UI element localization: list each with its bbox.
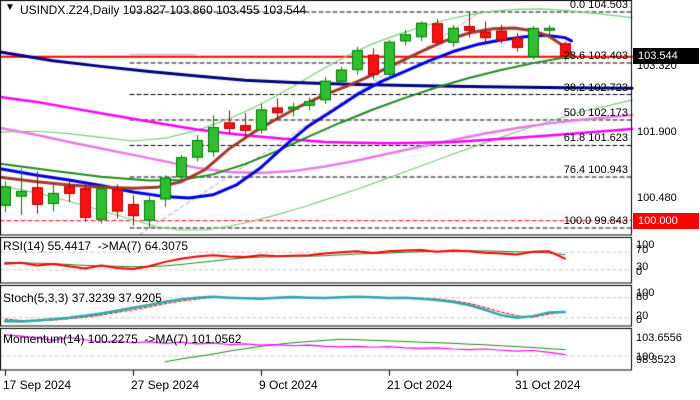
stochastic-scale-label: 100 bbox=[636, 287, 655, 299]
rsi-scale-label: 100 bbox=[636, 239, 655, 251]
stochastic-scale-label: 0 bbox=[636, 314, 643, 326]
date-axis-label: 9 Oct 2024 bbox=[259, 378, 318, 392]
rsi-indicator-label: RSI(14) 55.4417 ->MA(7) 64.3075 bbox=[3, 239, 189, 253]
price-axis-label: 100.480 bbox=[637, 192, 677, 204]
symbol-dropdown-icon[interactable]: ▼ bbox=[5, 2, 15, 13]
fib-level-label: 61.8 101.623 bbox=[563, 132, 628, 145]
symbol-ohlc-title: USINDX.Z24,Daily 103.827 103.860 103.455… bbox=[20, 3, 307, 17]
date-axis-label: 31 Oct 2024 bbox=[515, 378, 581, 392]
momentum-scale-label: 103.6556 bbox=[636, 332, 682, 344]
price-axis-label: 101.900 bbox=[637, 126, 677, 138]
price-axis-label: 103.320 bbox=[637, 60, 677, 72]
momentum-scale-label: 100 bbox=[636, 351, 655, 363]
date-axis-label: 17 Sep 2024 bbox=[3, 378, 72, 392]
momentum-scale-label: 98.3523 bbox=[636, 354, 676, 366]
momentum-indicator-label: Momentum(14) 100.2275 ->MA(7) 101.0562 bbox=[3, 332, 242, 346]
fib-level-label: 50.0 102.173 bbox=[563, 106, 628, 119]
rsi-scale-label: 70 bbox=[636, 244, 649, 256]
fib-level-label: 23.6 103.403 bbox=[563, 49, 628, 62]
stochastic-scale-label: 80 bbox=[636, 291, 649, 303]
date-axis-label: 21 Oct 2024 bbox=[387, 378, 453, 392]
fib-level-label: 0.0 104.503 bbox=[569, 0, 628, 11]
fib-level-label: 38.2 102.723 bbox=[563, 81, 628, 94]
stochastic-scale-label: 20 bbox=[636, 310, 649, 322]
level-price-badge: 100.000 bbox=[633, 212, 699, 229]
fib-level-label: 76.4 100.943 bbox=[563, 164, 628, 176]
rsi-scale-label: 30 bbox=[636, 261, 649, 273]
current-price-badge: 103.544 bbox=[633, 48, 699, 65]
date-axis-label: 27 Sep 2024 bbox=[131, 378, 200, 392]
fib-level-label: 100.0 99.843 bbox=[563, 214, 628, 227]
stoch-indicator-label: Stoch(5,3,3) 37.3239 37.9205 bbox=[3, 291, 162, 305]
rsi-scale-label: 0 bbox=[636, 266, 643, 278]
